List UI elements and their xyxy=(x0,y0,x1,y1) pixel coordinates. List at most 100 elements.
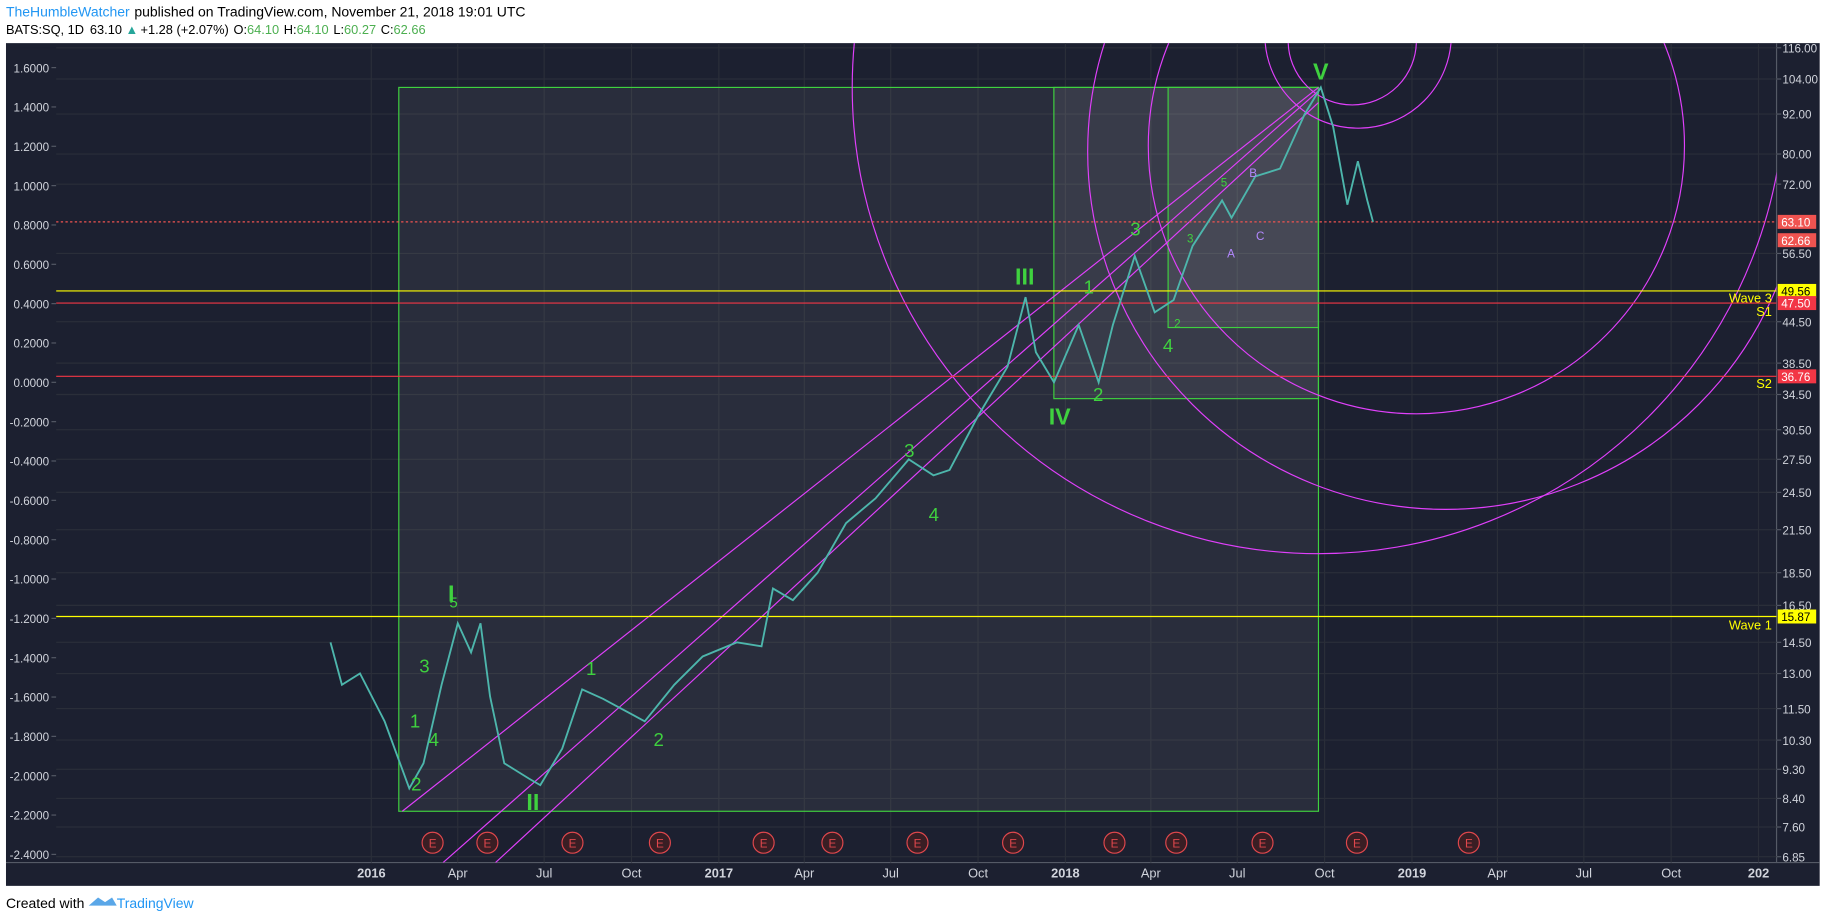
wave-label: 5 xyxy=(1221,176,1227,189)
y-tick-label: 8.40 xyxy=(1782,793,1805,806)
earnings-marker: E xyxy=(760,837,768,850)
close: 62.66 xyxy=(394,22,426,37)
y2-tick-label: 0.0000 xyxy=(14,377,50,390)
y-tick-label: 56.50 xyxy=(1782,248,1812,261)
wave-label: 4 xyxy=(1163,335,1173,356)
earnings-circle xyxy=(1103,831,1126,854)
wave-label: 4 xyxy=(429,729,439,750)
open-label: O: xyxy=(233,22,247,37)
earnings-marker: E xyxy=(656,837,664,850)
earnings-marker: E xyxy=(1353,837,1361,850)
wave-label: C xyxy=(1256,230,1264,243)
earnings-marker: E xyxy=(569,837,577,850)
level-box xyxy=(1777,609,1817,624)
y-tick-label: 10.30 xyxy=(1782,735,1812,748)
wave-label: V xyxy=(1313,58,1329,84)
earnings-circle xyxy=(752,831,775,854)
author[interactable]: TheHumbleWatcher xyxy=(6,3,130,19)
fib-arc xyxy=(1147,43,1685,415)
earnings-marker: E xyxy=(914,837,922,850)
x-tick-label: 2017 xyxy=(705,866,734,881)
wave-label: IV xyxy=(1049,403,1071,429)
y2-tick-label: -0.8000 xyxy=(10,534,50,547)
y2-tick-label: 1.2000 xyxy=(14,141,50,154)
earnings-marker: E xyxy=(1009,837,1017,850)
y2-tick-label: -2.2000 xyxy=(10,810,50,823)
last-price-box xyxy=(1777,233,1817,248)
series-layer xyxy=(56,85,1777,791)
wave-label: B xyxy=(1249,167,1257,180)
logo xyxy=(88,897,117,906)
x-tick-label: Apr xyxy=(794,866,815,881)
y2-tick-label: -1.4000 xyxy=(10,652,50,665)
level-label: 15.87 xyxy=(1781,611,1810,624)
earnings-circle xyxy=(1002,831,1025,854)
wave-label: 2 xyxy=(1174,318,1180,331)
x-tick-label: Jul xyxy=(536,866,552,881)
wave-label: A xyxy=(1227,248,1235,261)
change: +1.28 (+2.07%) xyxy=(141,22,229,37)
earnings-marker: E xyxy=(1172,837,1180,850)
fib-arc xyxy=(851,43,1777,555)
y2-tick-label: 0.2000 xyxy=(14,338,50,351)
last: 63.10 xyxy=(90,22,122,37)
header-line-1: TheHumbleWatcher published on TradingView… xyxy=(6,3,525,19)
y-tick-label: 18.50 xyxy=(1782,567,1812,580)
y2-tick-label: -1.0000 xyxy=(10,574,50,587)
y-tick-label: 27.50 xyxy=(1782,454,1812,467)
y-tick-label: 104.00 xyxy=(1782,74,1818,87)
earnings-circle xyxy=(1251,831,1274,854)
y2-tick-label: 1.4000 xyxy=(14,102,50,115)
fib-arc xyxy=(1264,43,1452,129)
x-tick-label: 2016 xyxy=(357,866,386,881)
earnings-circle xyxy=(561,831,584,854)
published: published on TradingView.com, November 2… xyxy=(134,3,525,19)
arrow: ▲ xyxy=(125,22,138,37)
last-price-box xyxy=(1777,214,1817,229)
symbol: BATS:SQ, 1D xyxy=(6,22,84,37)
y2-tick-label: -2.0000 xyxy=(10,770,50,783)
x-tick-label: Apr xyxy=(1487,866,1508,881)
y-tick-label: 38.50 xyxy=(1782,358,1812,371)
wave-label: 1 xyxy=(586,658,596,679)
y2-tick-label: 1.0000 xyxy=(14,180,50,193)
y2-tick-label: -0.6000 xyxy=(10,495,50,508)
y2-tick-label: 0.6000 xyxy=(14,259,50,272)
price-line xyxy=(329,85,1374,791)
wave-label: 3 xyxy=(1130,218,1140,239)
drawings xyxy=(398,43,1777,863)
earnings-marker: E xyxy=(1465,837,1473,850)
y2-tick-label: -0.4000 xyxy=(10,456,50,469)
y-tick-label: 80.00 xyxy=(1782,149,1812,162)
y2-tick-label: -1.8000 xyxy=(10,731,50,744)
wave-label: 3 xyxy=(1187,232,1193,245)
box xyxy=(1053,86,1320,400)
x-tick-label: Apr xyxy=(1141,866,1162,881)
wave-label: I xyxy=(448,580,454,606)
x-tick-label: Jul xyxy=(1576,866,1592,881)
x-tick-label: Oct xyxy=(1661,866,1681,881)
y-tick-label: 9.30 xyxy=(1782,764,1805,777)
wave-label: 2 xyxy=(411,773,421,794)
low-label: L: xyxy=(333,22,344,37)
earnings-marker: E xyxy=(1259,837,1267,850)
level-name: S2 xyxy=(1756,376,1772,391)
level-box xyxy=(1777,283,1817,298)
level-label: 36.76 xyxy=(1781,371,1810,384)
y2-tick-label: 0.8000 xyxy=(14,220,50,233)
x-tick-label: Apr xyxy=(448,866,469,881)
y2-tick-label: -0.2000 xyxy=(10,416,50,429)
footer-brand[interactable]: TradingView xyxy=(117,895,195,911)
y2-tick-label: -1.2000 xyxy=(10,613,50,626)
earnings-circle xyxy=(421,831,444,854)
earnings-marker: E xyxy=(1111,837,1119,850)
wave-label: 1 xyxy=(410,710,420,731)
y-tick-label: 44.50 xyxy=(1782,316,1812,329)
y-tick-label: 13.00 xyxy=(1782,668,1812,681)
wave-label: III xyxy=(1015,263,1034,289)
y-tick-label: 14.50 xyxy=(1782,637,1812,650)
wave-label: 3 xyxy=(419,656,429,677)
y2-tick-label: 0.4000 xyxy=(14,298,50,311)
y2-tick-label: 1.6000 xyxy=(14,62,50,75)
